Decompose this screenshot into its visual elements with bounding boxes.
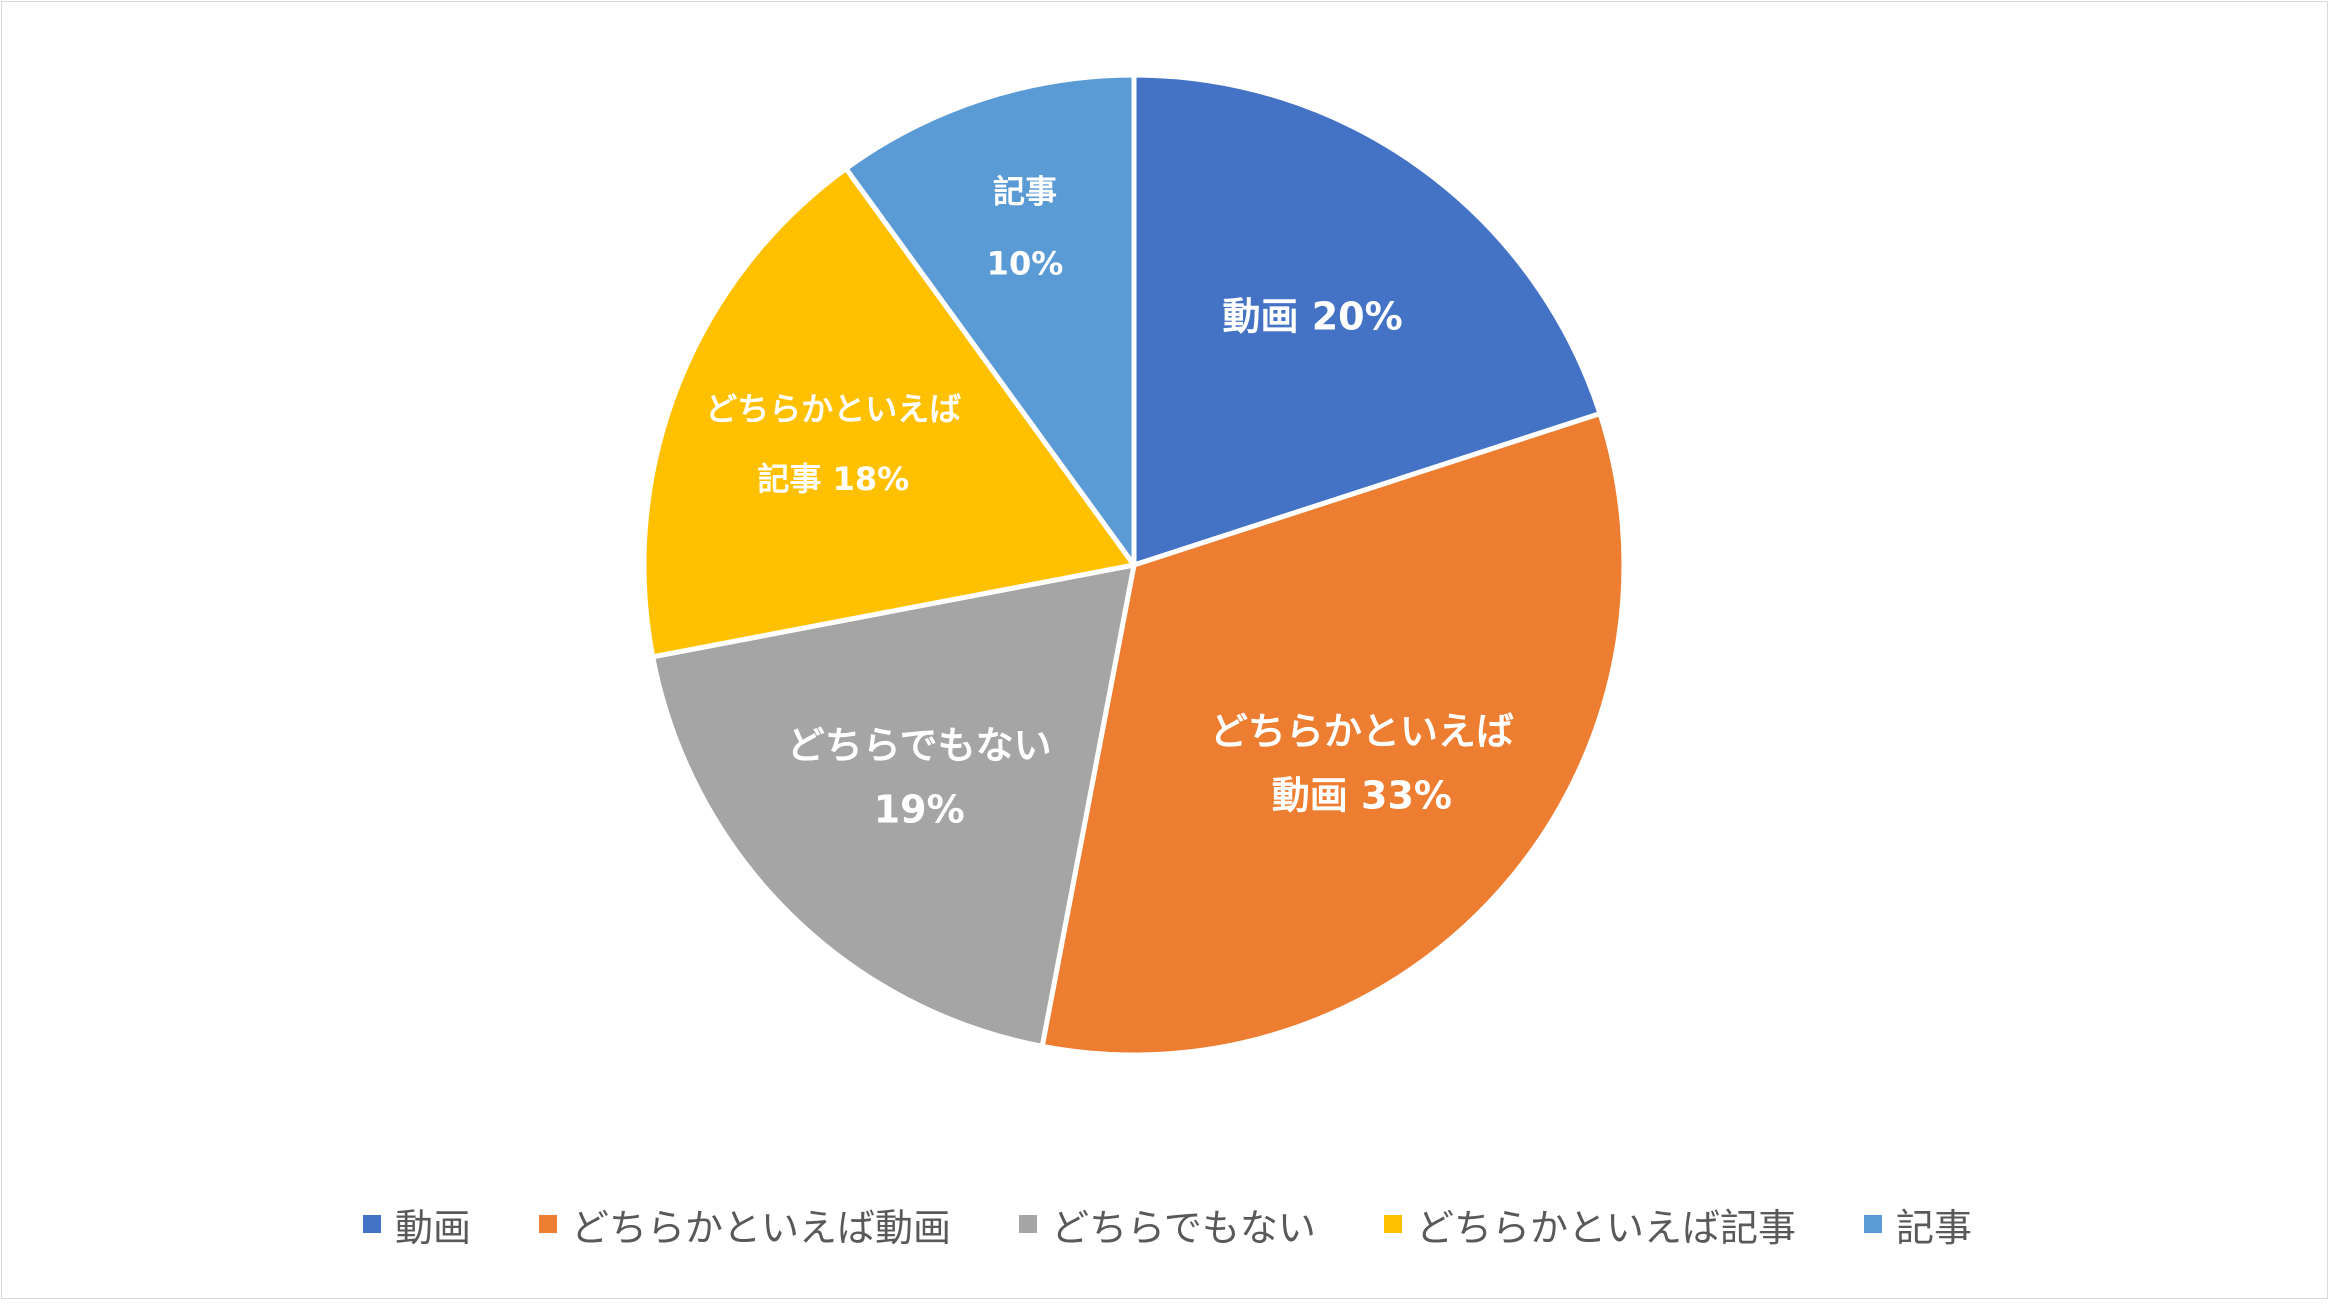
- legend-label: 記事: [1895, 1205, 1972, 1250]
- slice-data-label: どちらかといえば: [705, 390, 961, 428]
- legend-label: どちらでもない: [1051, 1205, 1316, 1250]
- legend-label: どちらかといえば動画: [571, 1205, 952, 1250]
- slice-data-label: 19%: [874, 787, 965, 831]
- legend-label: 動画: [395, 1205, 472, 1250]
- legend-item: 動画: [363, 1197, 471, 1252]
- legend-swatch: [1383, 1215, 1402, 1233]
- legend-label: どちらかといえば記事: [1415, 1205, 1796, 1250]
- legend-swatch: [539, 1215, 558, 1233]
- pie-slice: [843, 72, 1137, 568]
- slice-data-label: 10%: [987, 244, 1064, 282]
- pie-slice: [1131, 72, 1603, 568]
- slice-data-label: どちらでもない: [787, 723, 1052, 767]
- slice-data-label: 記事 18%: [757, 460, 909, 498]
- pie-slices: [641, 72, 1627, 1058]
- pie-slice: [641, 166, 1137, 660]
- legend-item: どちらでもない: [1019, 1197, 1316, 1252]
- legend-swatch: [363, 1215, 382, 1233]
- slice-data-label: どちらかといえば: [1210, 709, 1514, 753]
- legend-item: 記事: [1863, 1197, 1972, 1252]
- slice-data-label: 動画 33%: [1272, 773, 1452, 817]
- pie-labels: 動画 20%どちらかといえば動画 33%どちらでもない19%どちらかといえば記事…: [705, 172, 1514, 831]
- legend-item: どちらかといえば動画: [539, 1197, 951, 1252]
- legend-item: どちらかといえば記事: [1383, 1197, 1796, 1252]
- slice-data-label: 動画 20%: [1222, 295, 1402, 339]
- pie-slice: [650, 562, 1137, 1049]
- pie-slice: [1039, 411, 1627, 1058]
- legend-swatch: [1863, 1215, 1882, 1233]
- slice-data-label: 記事: [993, 172, 1057, 210]
- chart-legend: 動画 どちらかといえば動画 どちらでもない どちらかといえば記事 記事: [2, 1194, 2331, 1254]
- legend-swatch: [1019, 1215, 1038, 1233]
